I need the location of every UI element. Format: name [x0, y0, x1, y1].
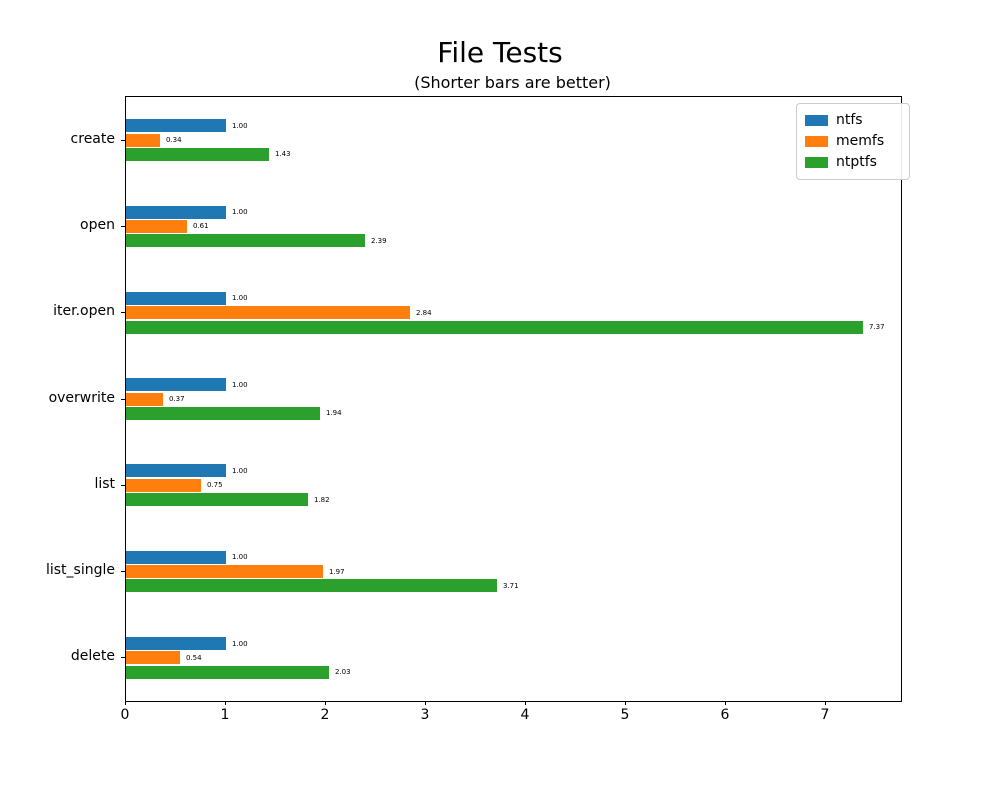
value-label: 1.00: [232, 122, 248, 130]
bar-memfs-list: [126, 479, 201, 492]
bar-ntfs-list_single: [126, 551, 226, 564]
legend-item-memfs: memfs: [805, 131, 901, 152]
x-tick-mark: [125, 701, 126, 705]
x-tick-label: 1: [220, 707, 230, 723]
bar-ntfs-delete: [126, 637, 226, 650]
y-tick-mark: [121, 312, 125, 313]
value-label: 0.75: [207, 481, 223, 489]
bar-memfs-overwrite: [126, 393, 163, 406]
bar-memfs-open: [126, 220, 187, 233]
legend: ntfs memfs ntptfs: [796, 103, 910, 180]
value-label: 1.00: [232, 467, 248, 475]
legend-item-ntptfs: ntptfs: [805, 152, 901, 173]
bar-memfs-create: [126, 134, 160, 147]
y-tick-mark: [121, 571, 125, 572]
x-tick-mark: [325, 701, 326, 705]
value-label: 2.03: [335, 668, 351, 676]
bar-memfs-delete: [126, 651, 180, 664]
value-label: 1.82: [314, 496, 330, 504]
x-tick-label: 4: [520, 707, 530, 723]
bar-ntptfs-overwrite: [126, 407, 320, 420]
value-label: 2.84: [416, 309, 432, 317]
y-tick-mark: [121, 399, 125, 400]
value-label: 1.97: [329, 568, 345, 576]
x-tick-mark: [525, 701, 526, 705]
value-label: 0.61: [193, 222, 209, 230]
legend-swatch-ntfs: [805, 115, 828, 126]
bar-ntptfs-iter.open: [126, 321, 863, 334]
legend-item-ntfs: ntfs: [805, 110, 901, 131]
bar-ntfs-open: [126, 206, 226, 219]
bar-ntfs-overwrite: [126, 378, 226, 391]
x-tick-label: 3: [420, 707, 430, 723]
value-label: 1.43: [275, 150, 291, 158]
y-tick-mark: [121, 657, 125, 658]
bar-ntfs-create: [126, 119, 226, 132]
value-label: 1.00: [232, 640, 248, 648]
x-tick-label: 6: [720, 707, 730, 723]
value-label: 0.54: [186, 654, 202, 662]
chart-subtitle: (Shorter bars are better): [414, 73, 611, 92]
value-label: 1.00: [232, 381, 248, 389]
bar-ntptfs-create: [126, 148, 269, 161]
x-tick-mark: [625, 701, 626, 705]
bar-ntptfs-delete: [126, 666, 329, 679]
x-tick-mark: [725, 701, 726, 705]
plot-area: 1.00 0.34 1.43 1.00 0.61 2.39 1.00 2.84 7.37 1.00…: [121, 96, 902, 702]
category-label: list: [94, 476, 115, 492]
bar-memfs-list_single: [126, 565, 323, 578]
value-label: 3.71: [503, 582, 519, 590]
value-label: 1.94: [326, 409, 342, 417]
bar-ntptfs-open: [126, 234, 365, 247]
chart-title: File Tests: [437, 36, 563, 69]
bar-ntfs-iter.open: [126, 292, 226, 305]
value-label: 0.37: [169, 395, 185, 403]
value-label: 1.00: [232, 208, 248, 216]
bar-ntptfs-list_single: [126, 579, 497, 592]
value-label: 7.37: [869, 323, 885, 331]
legend-label: ntptfs: [836, 154, 877, 170]
x-tick-mark: [825, 701, 826, 705]
bar-ntptfs-list: [126, 493, 308, 506]
category-label: iter.open: [53, 303, 115, 319]
bar-ntfs-list: [126, 464, 226, 477]
bar-memfs-iter.open: [126, 306, 410, 319]
y-tick-mark: [121, 485, 125, 486]
legend-label: memfs: [836, 133, 885, 149]
x-tick-mark: [425, 701, 426, 705]
category-label: delete: [70, 648, 115, 664]
x-tick-mark: [225, 701, 226, 705]
x-tick-label: 0: [120, 707, 130, 723]
y-tick-mark: [121, 226, 125, 227]
value-label: 0.34: [166, 136, 182, 144]
category-label: overwrite: [48, 390, 115, 406]
x-tick-label: 7: [820, 707, 830, 723]
category-label: open: [80, 217, 115, 233]
category-label: create: [70, 131, 115, 147]
value-label: 1.00: [232, 294, 248, 302]
value-label: 1.00: [232, 553, 248, 561]
legend-label: ntfs: [836, 112, 863, 128]
legend-swatch-ntptfs: [805, 157, 828, 168]
value-label: 2.39: [371, 237, 387, 245]
x-tick-label: 5: [620, 707, 630, 723]
y-tick-mark: [121, 140, 125, 141]
category-label: list_single: [45, 562, 115, 578]
x-tick-label: 2: [320, 707, 330, 723]
legend-swatch-memfs: [805, 136, 828, 147]
